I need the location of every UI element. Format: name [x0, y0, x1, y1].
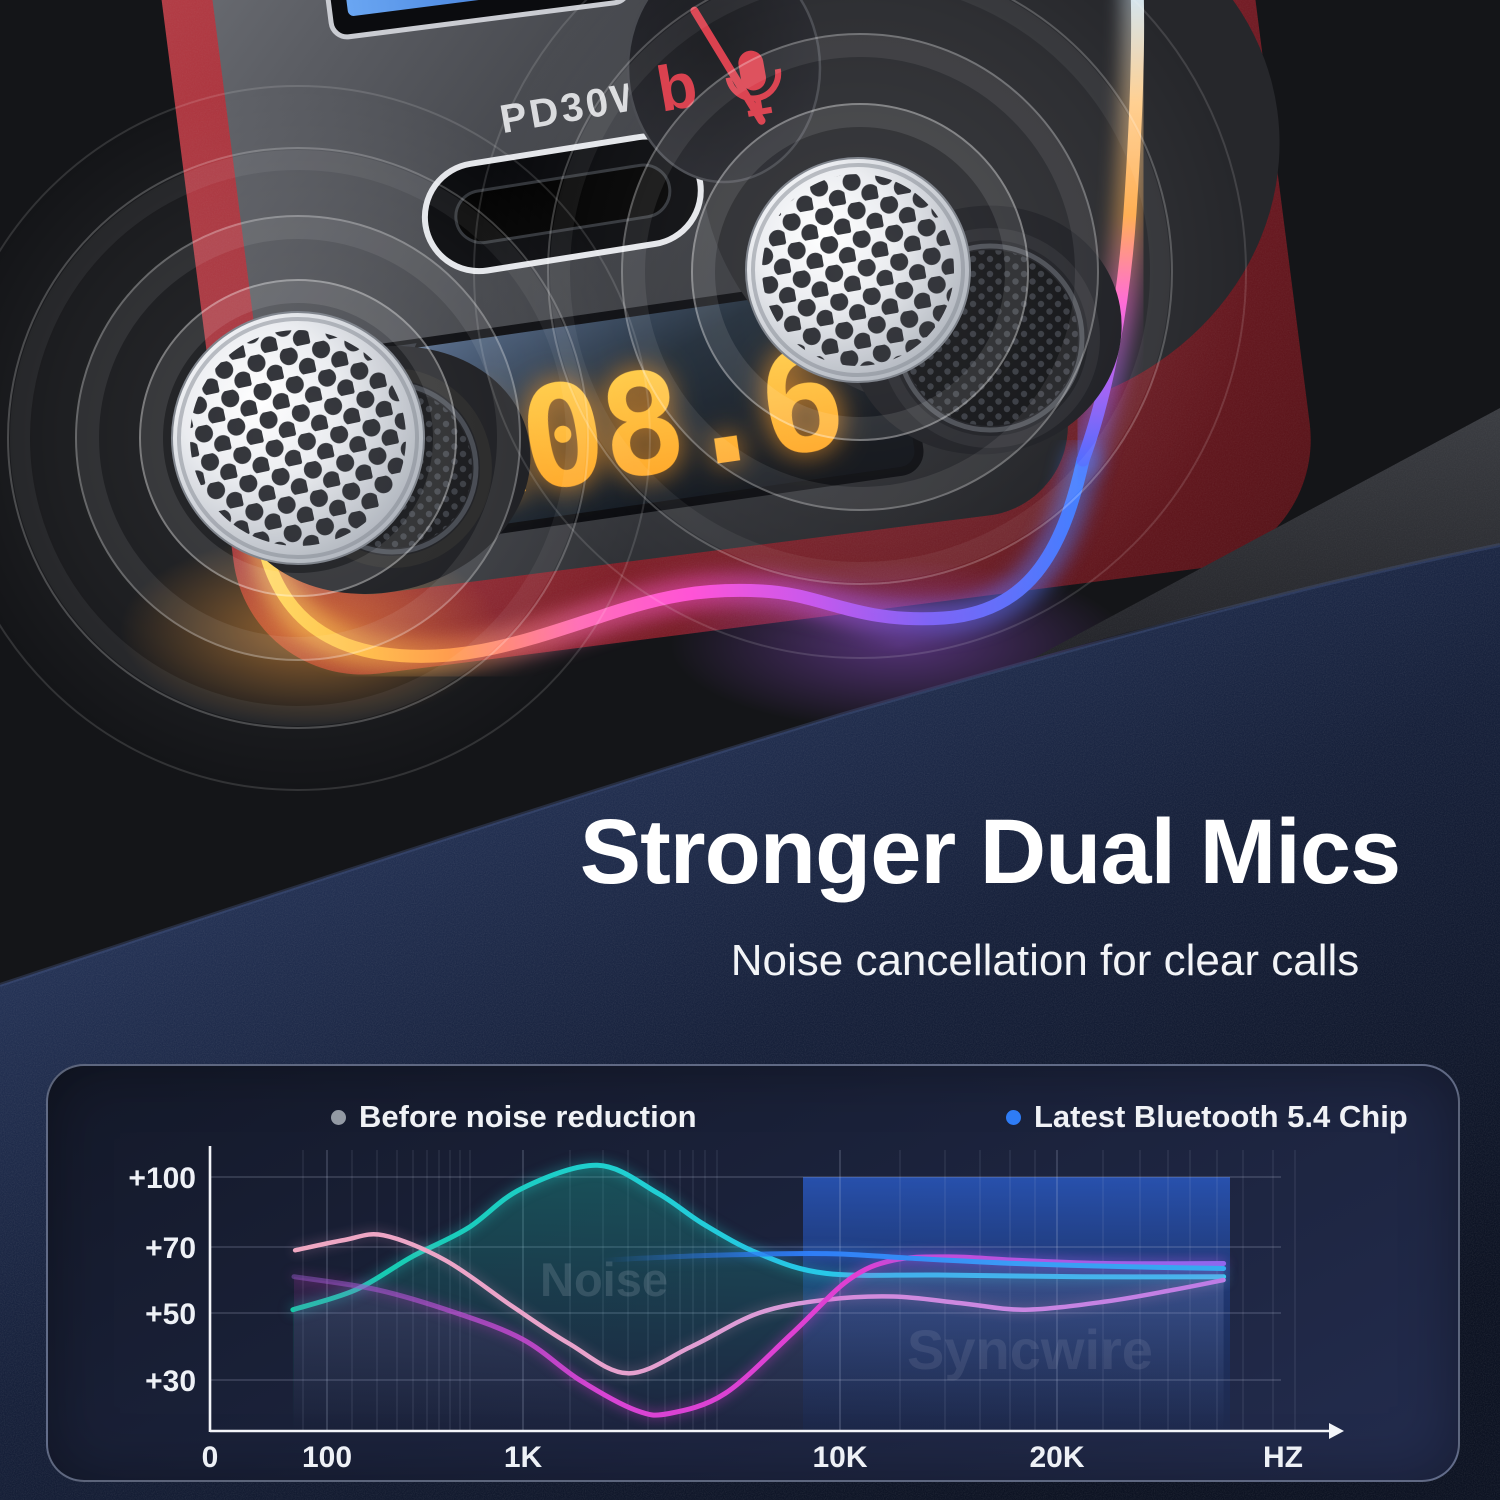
legend-item-before-noise-reduction: Before noise reduction	[331, 1099, 697, 1135]
legend-dot-gray	[331, 1109, 346, 1125]
page-title: Stronger Dual Mics	[579, 801, 1401, 903]
legend-label: Before noise reduction	[359, 1099, 697, 1134]
usb-a-port	[311, 0, 632, 40]
legend-label: Latest Bluetooth 5.4 Chip	[1034, 1099, 1408, 1134]
right-mic-ripples	[473, 0, 1247, 659]
legend-item-bluetooth-chip: Latest Bluetooth 5.4 Chip	[1006, 1099, 1408, 1135]
page-subtitle: Noise cancellation for clear calls	[730, 936, 1360, 985]
gray-seat-wedge	[1030, 408, 1500, 660]
legend-dot-blue	[1006, 1109, 1021, 1125]
